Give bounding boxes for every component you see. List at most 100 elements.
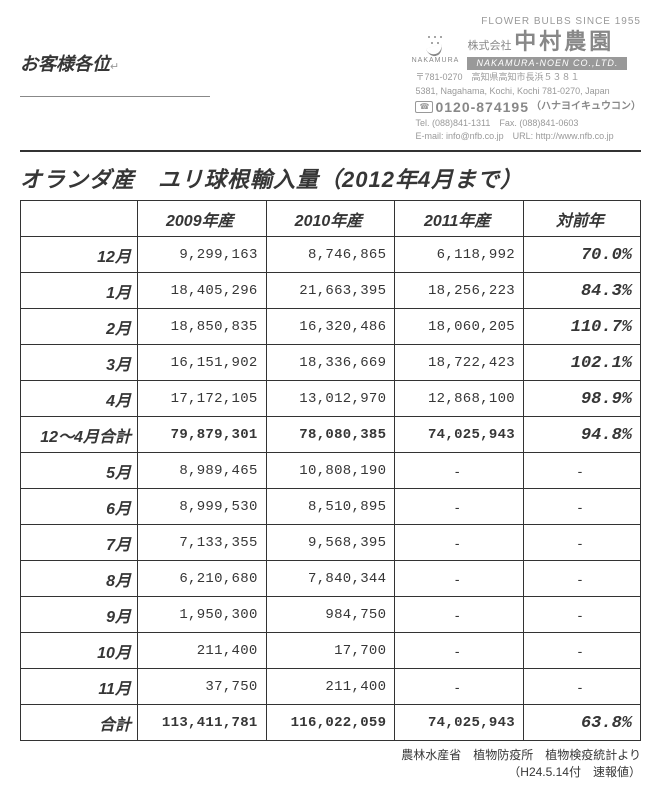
company-block: FLOWER BULBS SINCE 1955 NAKAMURA 株式会社 中村… bbox=[415, 15, 641, 142]
cell-2010: 116,022,059 bbox=[266, 705, 395, 741]
cell-2010: 10,808,190 bbox=[266, 453, 395, 489]
tel-fax: Tel. (088)841-1311 Fax. (088)841-0603 bbox=[415, 118, 641, 129]
header-2009: 2009年産 bbox=[137, 201, 266, 237]
cell-2009: 8,999,530 bbox=[137, 489, 266, 525]
cell-2010: 78,080,385 bbox=[266, 417, 395, 453]
table-row: 9月1,950,300984,750-- bbox=[21, 597, 641, 633]
cell-2009: 211,400 bbox=[137, 633, 266, 669]
cell-2009: 37,750 bbox=[137, 669, 266, 705]
cell-2011: 18,722,423 bbox=[395, 345, 524, 381]
cell-2011: - bbox=[395, 489, 524, 525]
cell-2010: 211,400 bbox=[266, 669, 395, 705]
cell-yoy: 102.1% bbox=[523, 345, 640, 381]
company-name-en: NAKAMURA-NOEN CO.,LTD. bbox=[467, 57, 627, 71]
customer-salutation: お客様各位↵ bbox=[20, 50, 210, 97]
cell-2011: - bbox=[395, 525, 524, 561]
row-label: 11月 bbox=[21, 669, 138, 705]
table-row: 3月16,151,90218,336,66918,722,423102.1% bbox=[21, 345, 641, 381]
cell-2011: - bbox=[395, 669, 524, 705]
cell-2009: 18,850,835 bbox=[137, 309, 266, 345]
cell-2009: 6,210,680 bbox=[137, 561, 266, 597]
cell-2010: 8,746,865 bbox=[266, 237, 395, 273]
table-row: 12月9,299,1638,746,8656,118,99270.0% bbox=[21, 237, 641, 273]
header-2011: 2011年産 bbox=[395, 201, 524, 237]
freedial-row: ☎ 0120-874195 （ハナヨイキュウコン） bbox=[415, 98, 641, 116]
cell-yoy: - bbox=[523, 525, 640, 561]
cell-yoy: - bbox=[523, 489, 640, 525]
table-row: 6月8,999,5308,510,895-- bbox=[21, 489, 641, 525]
cell-2011: 18,060,205 bbox=[395, 309, 524, 345]
cell-2010: 21,663,395 bbox=[266, 273, 395, 309]
logo-text: NAKAMURA bbox=[412, 56, 460, 65]
table-row: 合計113,411,781116,022,05974,025,94363.8% bbox=[21, 705, 641, 741]
freedial-number: 0120-874195 bbox=[435, 98, 529, 116]
row-label: 8月 bbox=[21, 561, 138, 597]
row-label: 10月 bbox=[21, 633, 138, 669]
cell-2010: 8,510,895 bbox=[266, 489, 395, 525]
address-jp: 〒781-0270 高知県高知市長浜５３８１ bbox=[415, 72, 641, 83]
row-label: 5月 bbox=[21, 453, 138, 489]
footer-source: 農林水産省 植物防疫所 植物検疫統計より bbox=[20, 747, 641, 764]
cell-2011: 18,256,223 bbox=[395, 273, 524, 309]
cell-yoy: - bbox=[523, 561, 640, 597]
cell-yoy: - bbox=[523, 669, 640, 705]
cell-yoy: 63.8% bbox=[523, 705, 640, 741]
footer-date: （H24.5.14付 速報値） bbox=[20, 764, 641, 781]
cell-2010: 984,750 bbox=[266, 597, 395, 633]
company-prefix: 株式会社 bbox=[467, 40, 511, 52]
customer-text: お客様各位 bbox=[20, 54, 110, 74]
table-row: 5月8,989,46510,808,190-- bbox=[21, 453, 641, 489]
cell-2009: 8,989,465 bbox=[137, 453, 266, 489]
header-blank bbox=[21, 201, 138, 237]
cell-2009: 18,405,296 bbox=[137, 273, 266, 309]
cell-2009: 7,133,355 bbox=[137, 525, 266, 561]
cell-2011: - bbox=[395, 561, 524, 597]
company-name-row: NAKAMURA 株式会社 中村農園 NAKAMURA-NOEN CO.,LTD… bbox=[415, 28, 641, 70]
cell-yoy: 98.9% bbox=[523, 381, 640, 417]
freedial-label: （ハナヨイキュウコン） bbox=[531, 100, 641, 113]
table-row: 8月6,210,6807,840,344-- bbox=[21, 561, 641, 597]
table-row: 12～4月合計79,879,30178,080,38574,025,94394.… bbox=[21, 417, 641, 453]
freedial-icon: ☎ bbox=[415, 101, 433, 113]
table-row: 7月7,133,3559,568,395-- bbox=[21, 525, 641, 561]
row-label: 12～4月合計 bbox=[21, 417, 138, 453]
footer: 農林水産省 植物防疫所 植物検疫統計より （H24.5.14付 速報値） bbox=[20, 747, 641, 781]
row-label: 6月 bbox=[21, 489, 138, 525]
divider bbox=[20, 150, 641, 152]
cell-2011: - bbox=[395, 453, 524, 489]
return-mark: ↵ bbox=[110, 61, 119, 73]
cell-2010: 16,320,486 bbox=[266, 309, 395, 345]
cell-2010: 17,700 bbox=[266, 633, 395, 669]
cell-2009: 17,172,105 bbox=[137, 381, 266, 417]
row-label: 9月 bbox=[21, 597, 138, 633]
row-label: 2月 bbox=[21, 309, 138, 345]
cell-2011: - bbox=[395, 597, 524, 633]
cell-2009: 113,411,781 bbox=[137, 705, 266, 741]
table-header-row: 2009年産 2010年産 2011年産 対前年 bbox=[21, 201, 641, 237]
row-label: 3月 bbox=[21, 345, 138, 381]
cell-2009: 9,299,163 bbox=[137, 237, 266, 273]
import-table: 2009年産 2010年産 2011年産 対前年 12月9,299,1638,7… bbox=[20, 200, 641, 741]
cell-yoy: 110.7% bbox=[523, 309, 640, 345]
cell-2011: 12,868,100 bbox=[395, 381, 524, 417]
cell-2009: 16,151,902 bbox=[137, 345, 266, 381]
company-logo-icon: NAKAMURA bbox=[415, 29, 455, 69]
table-row: 10月211,40017,700-- bbox=[21, 633, 641, 669]
table-row: 2月18,850,83516,320,48618,060,205110.7% bbox=[21, 309, 641, 345]
cell-yoy: 94.8% bbox=[523, 417, 640, 453]
cell-yoy: 84.3% bbox=[523, 273, 640, 309]
cell-2010: 9,568,395 bbox=[266, 525, 395, 561]
cell-2011: - bbox=[395, 633, 524, 669]
cell-2010: 13,012,970 bbox=[266, 381, 395, 417]
document-title: オランダ産 ユリ球根輸入量（2012年4月まで） bbox=[20, 162, 641, 194]
header-2010: 2010年産 bbox=[266, 201, 395, 237]
mail-url: E-mail: info@nfb.co.jp URL: http://www.n… bbox=[415, 131, 641, 142]
row-label: 合計 bbox=[21, 705, 138, 741]
cell-2011: 6,118,992 bbox=[395, 237, 524, 273]
cell-yoy: - bbox=[523, 453, 640, 489]
table-row: 4月17,172,10513,012,97012,868,10098.9% bbox=[21, 381, 641, 417]
row-label: 7月 bbox=[21, 525, 138, 561]
document-header: お客様各位↵ FLOWER BULBS SINCE 1955 NAKAMURA … bbox=[20, 15, 641, 142]
company-name: 中村農園 bbox=[514, 29, 614, 54]
cell-2009: 1,950,300 bbox=[137, 597, 266, 633]
